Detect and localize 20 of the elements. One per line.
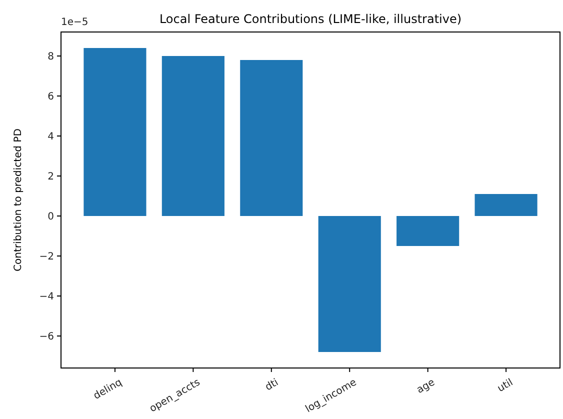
y-tick-label: −2 (39, 252, 54, 262)
x-tick-label: dti (264, 377, 280, 394)
y-tick-label: 8 (48, 52, 54, 62)
y-tick-label: 2 (48, 172, 54, 182)
y-tick-label: −6 (39, 332, 54, 342)
bar (84, 48, 146, 216)
x-tick-label: util (496, 377, 516, 395)
y-tick-label: −4 (39, 292, 54, 302)
y-tick-label: 6 (48, 92, 54, 102)
chart-title: Local Feature Contributions (LIME-like, illustrative) (159, 12, 462, 26)
x-tick-label: age (415, 377, 437, 396)
bar (240, 60, 303, 216)
y-axis-title: Contribution to predicted PD (13, 128, 24, 272)
bar (474, 194, 538, 216)
y-tick-label: 0 (48, 212, 54, 222)
y-tick-label: 4 (48, 132, 54, 142)
bar (318, 216, 381, 352)
bar (162, 56, 224, 216)
text: 1e−5 (61, 17, 88, 28)
bar (396, 216, 460, 246)
